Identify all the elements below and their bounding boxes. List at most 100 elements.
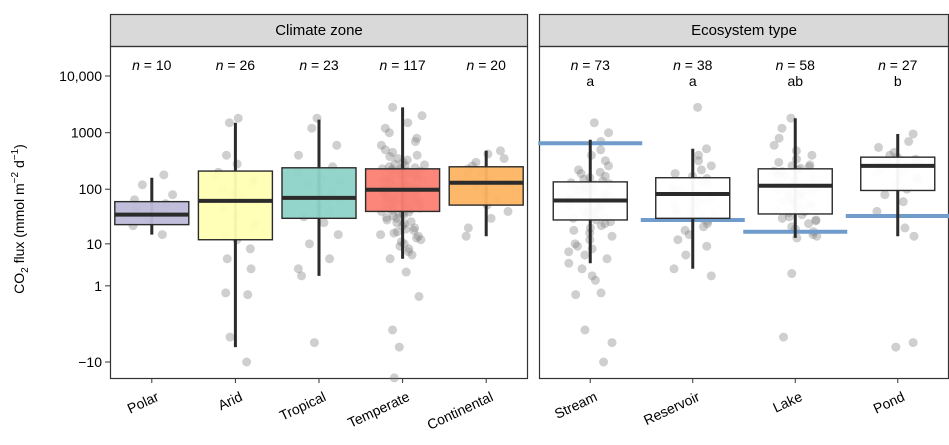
data-point	[463, 223, 473, 233]
x-tick-label: Polar	[125, 388, 162, 416]
data-point	[392, 227, 402, 237]
x-tick-label: Stream	[552, 388, 600, 422]
box-iqr	[197, 170, 274, 241]
data-point	[168, 190, 178, 200]
data-point	[246, 264, 256, 274]
panel-strip	[109, 13, 529, 48]
data-point	[413, 231, 423, 241]
data-point	[572, 241, 582, 251]
data-point	[699, 222, 709, 232]
data-point	[309, 338, 319, 348]
data-point	[774, 157, 784, 167]
data-point	[471, 157, 481, 167]
panel-strip-label: Climate zone	[275, 22, 363, 39]
data-point	[297, 271, 307, 281]
data-point	[604, 128, 614, 138]
data-point	[596, 221, 606, 231]
data-point	[576, 169, 586, 179]
data-point	[419, 160, 429, 170]
data-point	[570, 239, 580, 249]
data-point	[392, 213, 402, 223]
data-point	[376, 230, 386, 240]
n-label: n = 27	[878, 57, 918, 73]
data-point	[908, 129, 918, 139]
n-label: n = 58	[776, 57, 816, 73]
data-point	[600, 219, 610, 229]
data-point	[787, 269, 797, 279]
data-point	[600, 171, 610, 181]
data-point	[380, 145, 390, 155]
data-point	[410, 223, 420, 233]
y-tick-label: −10	[78, 354, 102, 370]
data-point	[403, 247, 413, 257]
data-point	[804, 219, 814, 229]
data-point	[157, 230, 167, 240]
data-point	[406, 217, 416, 227]
data-point	[293, 264, 303, 274]
data-point	[407, 250, 417, 260]
data-point	[812, 231, 822, 241]
data-point	[599, 357, 609, 367]
data-point	[495, 146, 505, 156]
data-point	[503, 206, 513, 216]
text-layer: Climate zone n = 10 Polar n = 26 Arid n = 23 T…	[10, 22, 918, 433]
n-label: n = 117	[380, 57, 426, 73]
significance-letter: ab	[787, 73, 803, 89]
significance-letter: a	[689, 73, 697, 89]
box-layer	[114, 107, 949, 348]
data-point	[670, 169, 680, 179]
data-point	[325, 254, 335, 264]
data-point	[694, 150, 704, 160]
data-point	[571, 290, 581, 300]
data-point	[304, 239, 314, 249]
data-point	[412, 133, 422, 143]
data-point	[807, 150, 817, 160]
y-tick-label: 10	[86, 236, 102, 252]
x-tick-label: Pond	[871, 388, 907, 416]
data-point	[702, 241, 712, 251]
data-point	[332, 140, 342, 150]
data-point	[417, 111, 427, 121]
data-point	[376, 140, 386, 150]
data-point	[159, 170, 169, 180]
data-point	[221, 288, 231, 298]
data-point	[319, 218, 329, 228]
data-point	[569, 225, 579, 235]
data-point	[904, 136, 914, 146]
x-tick-label: Reservoir	[641, 388, 702, 428]
data-point	[898, 197, 908, 207]
data-point	[590, 275, 600, 285]
data-point	[564, 247, 574, 257]
x-tick-label: Temperate	[345, 388, 412, 431]
data-point	[880, 190, 890, 200]
y-tick-label: 1	[94, 278, 102, 294]
data-point	[333, 230, 343, 240]
data-point	[774, 133, 784, 143]
data-point	[221, 150, 231, 160]
data-point	[573, 165, 583, 175]
data-point	[706, 161, 716, 171]
data-point	[706, 271, 716, 281]
data-point	[777, 213, 787, 223]
x-tick-label: Lake	[770, 388, 804, 415]
data-point	[385, 152, 395, 162]
data-point	[307, 123, 317, 133]
data-point	[499, 154, 509, 164]
data-point	[811, 216, 821, 226]
box-iqr	[860, 156, 936, 192]
data-point	[242, 357, 252, 367]
n-label: n = 73	[571, 57, 611, 73]
data-point	[380, 123, 390, 133]
data-point	[900, 223, 910, 233]
data-point	[701, 144, 711, 154]
data-point	[222, 254, 232, 264]
data-point	[389, 211, 399, 221]
data-point	[388, 325, 398, 335]
significance-letter: a	[586, 73, 594, 89]
data-point	[602, 254, 612, 264]
data-point	[811, 215, 821, 225]
n-label: n = 26	[216, 57, 256, 73]
data-point	[589, 118, 599, 128]
data-point	[401, 267, 411, 277]
